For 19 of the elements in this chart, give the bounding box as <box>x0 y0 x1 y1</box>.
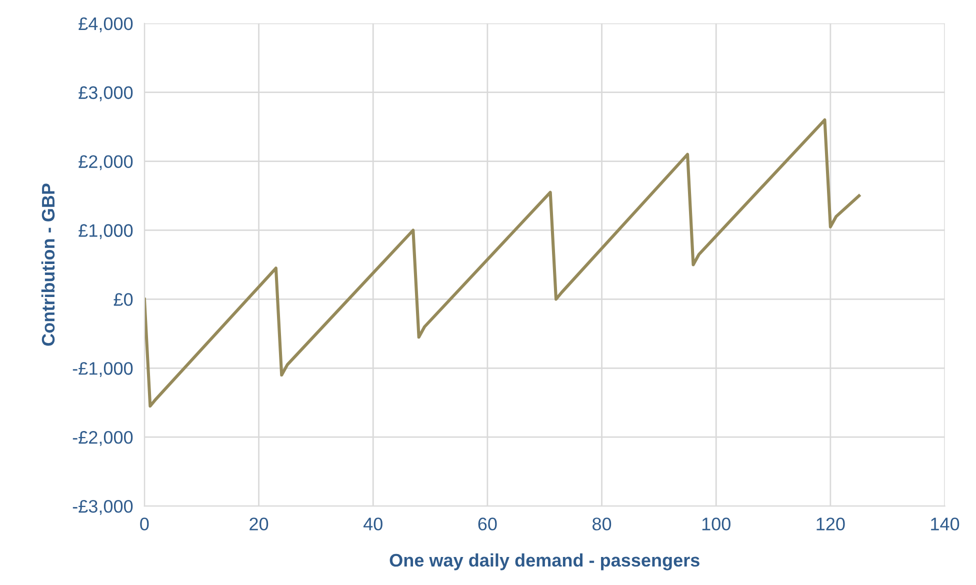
y-axis-title: Contribution - GBP <box>41 184 55 346</box>
y-tick-label: -£2,000 <box>72 431 133 446</box>
x-tick-label: 40 <box>363 518 382 530</box>
y-tick-label: £1,000 <box>78 224 133 240</box>
x-axis-title: One way daily demand - passengers <box>390 553 700 570</box>
x-tick-label: 100 <box>702 518 730 530</box>
line-series <box>144 118 861 408</box>
y-tick-label: £3,000 <box>78 86 133 102</box>
y-tick-label: £0 <box>114 293 133 306</box>
x-tick-label: 0 <box>140 518 149 530</box>
y-tick-label: -£1,000 <box>72 362 133 377</box>
x-tick-label: 20 <box>250 518 268 530</box>
x-tick-label: 120 <box>816 518 845 530</box>
y-tick-label: -£3,000 <box>72 500 133 515</box>
y-tick-label: £2,000 <box>78 155 133 170</box>
x-tick-label: 80 <box>592 518 612 530</box>
x-tick-label: 140 <box>931 518 960 530</box>
y-tick-label: £4,000 <box>78 17 133 32</box>
x-tick-label: 60 <box>478 518 497 530</box>
